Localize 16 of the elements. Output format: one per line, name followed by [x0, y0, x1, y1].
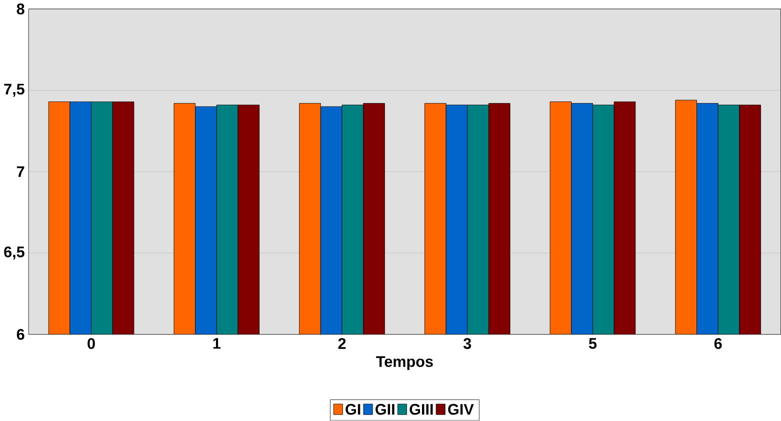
x-tick-label: 0 [88, 338, 95, 350]
x-axis-title: Tempos [376, 356, 433, 370]
x-tick-label: 5 [588, 338, 597, 349]
legend-label: GI [346, 404, 360, 415]
legend-label: GII [376, 404, 394, 415]
legend-label: GIII [410, 404, 433, 415]
x-tick-label: 1 [213, 338, 220, 349]
y-tick-label: 7 [16, 166, 24, 178]
y-tick-label: 6,5 [4, 246, 24, 260]
x-tick-label: 3 [463, 338, 472, 350]
legend-label: GIV [448, 404, 474, 415]
y-tick-label: 8 [16, 4, 24, 15]
x-tick-label: 6 [714, 338, 722, 350]
y-tick-label: 7,5 [4, 84, 24, 97]
y-tick-label: 6 [16, 329, 24, 340]
x-tick-label: 2 [338, 338, 346, 349]
